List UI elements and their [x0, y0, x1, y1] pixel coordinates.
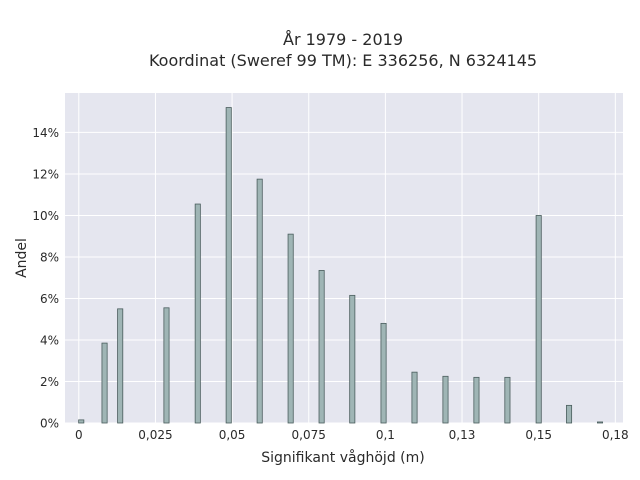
- y-tick-label: 6%: [40, 292, 59, 306]
- histogram-bar: [380, 322, 387, 424]
- x-axis-label: Signifikant våghöjd (m): [261, 449, 424, 466]
- histogram-bar: [411, 371, 418, 424]
- x-tick-label: 0,18: [602, 428, 629, 442]
- histogram-bar: [442, 375, 449, 424]
- y-tick-label: 2%: [40, 375, 59, 389]
- x-tick-label: 0: [75, 428, 83, 442]
- histogram-bar: [349, 294, 356, 424]
- plot-area: [65, 93, 623, 423]
- x-tick-label: 0,1: [376, 428, 395, 442]
- x-tick-label: 0,075: [292, 428, 326, 442]
- x-tick-label: 0,05: [219, 428, 246, 442]
- histogram-bar: [535, 215, 542, 424]
- y-tick-label: 0%: [40, 417, 59, 431]
- chart-title-line2: Koordinat (Sweref 99 TM): E 336256, N 63…: [149, 51, 537, 70]
- x-tick-label: 0,13: [449, 428, 476, 442]
- y-tick-label: 8%: [40, 250, 59, 264]
- x-tick-label: 0,025: [138, 428, 172, 442]
- histogram-bar: [318, 270, 325, 424]
- axis-ticks: 0% 2% 4% 6% 8% 10% 12% 14% 0 0,025 0,05 0,075 0,1 0,1…: [32, 126, 628, 442]
- y-axis-label: Andel: [14, 238, 30, 278]
- histogram-bar: [78, 419, 85, 424]
- histogram-bar: [596, 421, 604, 424]
- histogram-bar: [163, 307, 170, 424]
- chart-title-line1: År 1979 - 2019: [283, 30, 403, 49]
- histogram-bar: [225, 107, 232, 424]
- histogram-bar: [256, 178, 263, 424]
- grid-lines: [65, 93, 623, 424]
- bars: [78, 107, 604, 424]
- histogram-bar: [101, 342, 108, 424]
- histogram-bar: [194, 203, 201, 424]
- y-tick-label: 14%: [32, 126, 59, 140]
- histogram-bar: [473, 376, 480, 424]
- histogram-bar: [117, 308, 124, 424]
- y-tick-label: 10%: [32, 209, 59, 223]
- histogram-bar: [287, 233, 294, 424]
- histogram-bar: [566, 404, 573, 424]
- y-tick-label: 4%: [40, 333, 59, 347]
- histogram-bar: [504, 376, 511, 424]
- x-tick-label: 0,15: [525, 428, 552, 442]
- y-tick-label: 12%: [32, 167, 59, 181]
